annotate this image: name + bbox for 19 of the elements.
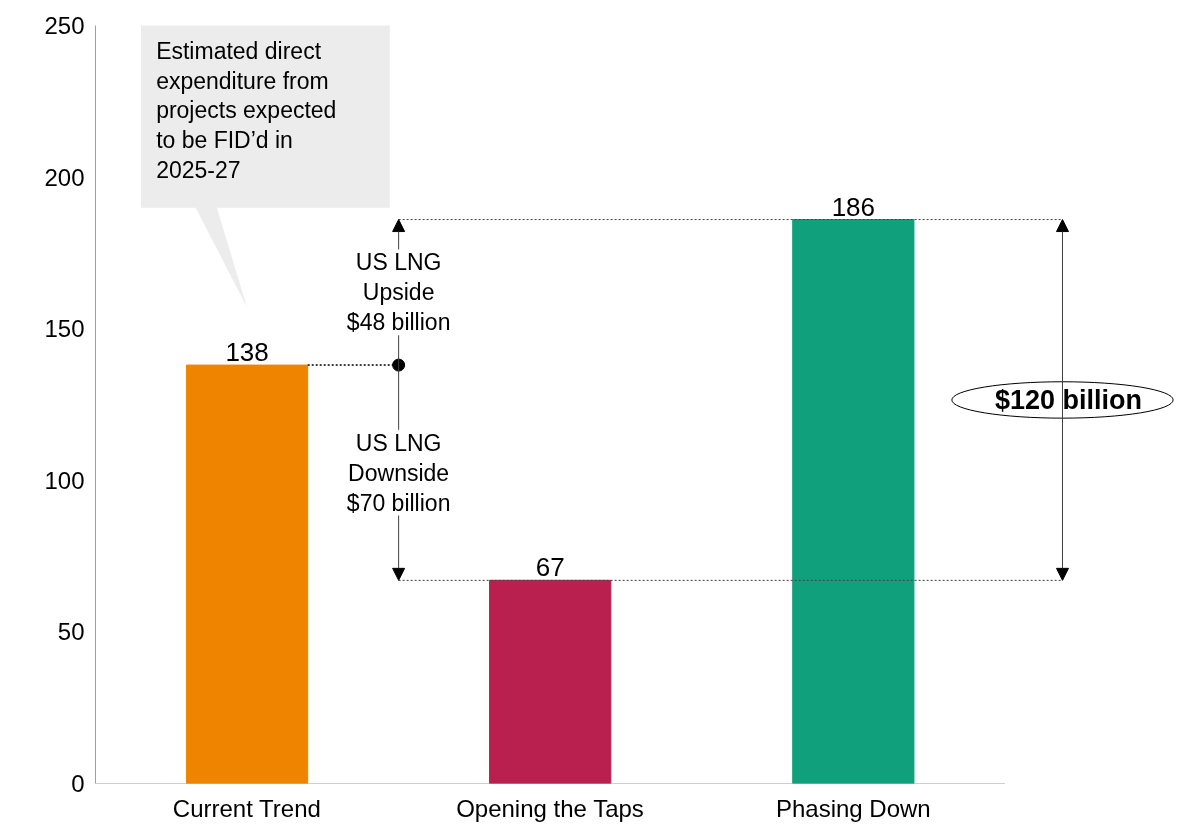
y-tick-label: 150 <box>44 315 85 343</box>
bar <box>489 579 612 784</box>
y-tick-label: 0 <box>71 770 85 797</box>
y-tick-label: 200 <box>44 163 85 191</box>
y-tick-label: 100 <box>44 466 85 494</box>
annotation: US LNG Downside $70 billion <box>346 429 451 516</box>
data-label: 67 <box>535 552 565 583</box>
y-tick-label: 50 <box>57 618 85 646</box>
y-tick-label: 250 <box>44 12 85 39</box>
annotation: Estimated direct expenditure from projects expected to be FID’d in 2025-27 <box>156 37 337 184</box>
data-label: 138 <box>225 337 269 368</box>
x-tick-label: Current Trend <box>172 794 321 822</box>
bar <box>792 219 915 784</box>
bar <box>185 364 309 784</box>
data-label: 186 <box>831 191 876 222</box>
annotation: $120 billion <box>995 384 1143 415</box>
annotation: US LNG Upside $48 billion <box>346 249 451 336</box>
x-tick-label: Phasing Down <box>775 794 931 822</box>
x-tick-label: Opening the Taps <box>456 794 644 822</box>
